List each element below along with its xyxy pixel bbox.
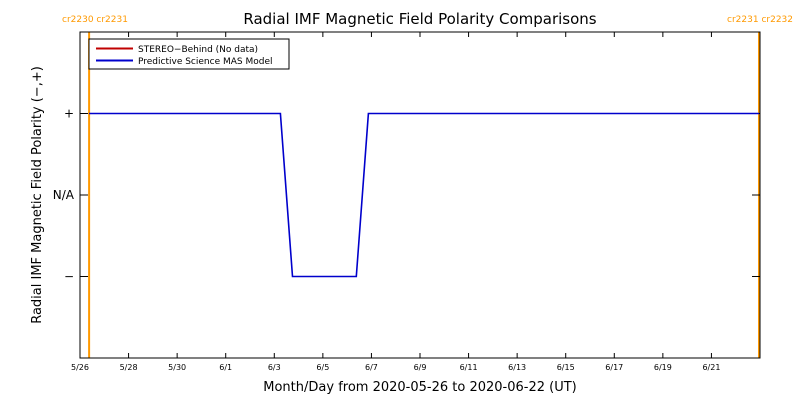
- x-tick-label: 6/5: [316, 363, 329, 372]
- x-tick-label: 6/11: [460, 363, 478, 372]
- x-tick-label: 5/28: [120, 363, 138, 372]
- y-tick-label: N/A: [53, 188, 75, 202]
- x-tick-label: 6/21: [702, 363, 720, 372]
- x-tick-label: 6/19: [654, 363, 672, 372]
- carrington-marker-label: cr2231 cr2232: [727, 15, 793, 25]
- x-tick-label: 5/26: [71, 363, 89, 372]
- x-tick-label: 6/9: [414, 363, 427, 372]
- x-tick-label: 6/1: [219, 363, 232, 372]
- x-tick-label: 6/15: [557, 363, 575, 372]
- legend-label-stereo-behind: STEREO−Behind (No data): [138, 45, 258, 55]
- y-tick-label: −: [64, 270, 74, 284]
- x-tick-label: 6/7: [365, 363, 378, 372]
- x-tick-label: 6/17: [605, 363, 623, 372]
- legend-box: [88, 38, 290, 70]
- x-axis-label: Month/Day from 2020-05-26 to 2020-06-22 …: [263, 380, 576, 395]
- y-axis-label: Radial IMF Magnetic Field Polarity (−,+): [30, 66, 45, 324]
- carrington-marker-label: cr2230 cr2231: [62, 15, 128, 25]
- chart-title: Radial IMF Magnetic Field Polarity Compa…: [243, 10, 596, 28]
- y-tick-label: +: [64, 107, 74, 121]
- x-tick-label: 6/13: [508, 363, 526, 372]
- series-lines: [89, 112, 759, 278]
- x-axis-ticks: 5/26 5/28 5/30 6/1 6/3 6/5 6/7 6/9 6/11 6/13 6/15 6…: [71, 32, 720, 372]
- series-line-mas-model: [89, 112, 759, 278]
- chart-legend: STEREO−Behind (No data) Predictive Scien…: [88, 38, 290, 70]
- x-tick-label: 5/30: [168, 363, 186, 372]
- x-tick-label: 6/3: [268, 363, 281, 372]
- legend-label-mas-model: Predictive Science MAS Model: [138, 57, 273, 67]
